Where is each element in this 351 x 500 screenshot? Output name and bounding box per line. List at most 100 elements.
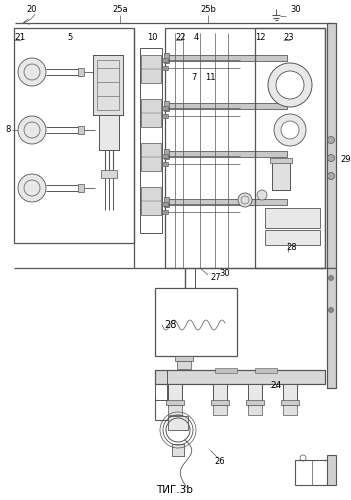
Bar: [141, 187, 161, 215]
Bar: [162, 58, 168, 62]
Circle shape: [327, 172, 335, 180]
Circle shape: [276, 71, 304, 99]
Bar: [162, 66, 168, 70]
Bar: [265, 208, 320, 228]
Text: 25b: 25b: [200, 6, 216, 15]
Text: 8: 8: [5, 126, 11, 134]
Circle shape: [281, 121, 299, 139]
Text: 25a: 25a: [112, 6, 128, 15]
Bar: [162, 162, 168, 166]
Bar: [327, 455, 336, 485]
Bar: [162, 202, 168, 206]
Bar: [141, 99, 161, 127]
Bar: [283, 384, 297, 406]
Bar: [164, 101, 169, 111]
Text: 28: 28: [164, 320, 176, 330]
Bar: [327, 268, 336, 388]
Bar: [175, 356, 193, 361]
Bar: [93, 55, 123, 115]
Bar: [93, 55, 123, 115]
Bar: [165, 28, 325, 268]
Bar: [327, 23, 336, 268]
Bar: [213, 384, 227, 406]
Bar: [99, 115, 119, 150]
Bar: [213, 384, 227, 406]
Bar: [211, 400, 229, 405]
Bar: [164, 149, 169, 159]
Bar: [283, 384, 297, 406]
Bar: [78, 68, 84, 76]
Text: 5: 5: [67, 34, 73, 42]
Text: 27: 27: [210, 274, 221, 282]
Text: 20: 20: [27, 6, 37, 15]
Text: ΤИГ.3b: ΤИГ.3b: [157, 485, 193, 495]
Text: 30: 30: [220, 268, 230, 278]
Bar: [155, 370, 325, 384]
Bar: [167, 199, 287, 205]
Bar: [141, 143, 161, 171]
Text: 29: 29: [340, 156, 351, 164]
Bar: [215, 368, 237, 373]
Circle shape: [274, 114, 306, 146]
Circle shape: [329, 308, 333, 312]
Bar: [167, 199, 287, 205]
Bar: [255, 28, 325, 268]
Text: 12: 12: [255, 34, 265, 42]
Text: 10: 10: [147, 34, 157, 42]
Bar: [248, 384, 262, 406]
Bar: [162, 154, 168, 158]
Bar: [168, 405, 182, 415]
Bar: [155, 288, 237, 356]
Bar: [155, 370, 325, 384]
Text: 24: 24: [270, 380, 281, 390]
Bar: [270, 158, 292, 163]
Bar: [168, 416, 188, 430]
Bar: [255, 368, 277, 373]
Bar: [14, 28, 134, 243]
Text: 22: 22: [175, 34, 185, 42]
Bar: [248, 384, 262, 406]
Text: 30: 30: [291, 6, 301, 15]
Circle shape: [329, 276, 333, 280]
Circle shape: [268, 63, 312, 107]
Bar: [167, 103, 287, 109]
Bar: [167, 103, 287, 109]
Bar: [162, 114, 168, 118]
Bar: [281, 400, 299, 405]
Bar: [167, 55, 287, 61]
Text: 21: 21: [14, 34, 25, 42]
Bar: [172, 444, 184, 456]
Bar: [162, 210, 168, 214]
Bar: [141, 55, 161, 83]
Bar: [78, 126, 84, 134]
Circle shape: [18, 174, 46, 202]
Circle shape: [327, 136, 335, 143]
Bar: [327, 268, 336, 388]
Bar: [166, 400, 184, 405]
Circle shape: [238, 193, 252, 207]
Bar: [99, 115, 119, 150]
Bar: [101, 170, 117, 178]
Bar: [97, 60, 119, 110]
Bar: [164, 197, 169, 207]
Bar: [295, 460, 330, 485]
Bar: [283, 405, 297, 415]
Text: 11: 11: [205, 74, 215, 82]
Bar: [167, 151, 287, 157]
Bar: [168, 384, 182, 406]
Bar: [246, 400, 264, 405]
Bar: [155, 370, 167, 400]
Text: 23: 23: [283, 34, 294, 42]
Bar: [162, 106, 168, 110]
Bar: [272, 160, 290, 190]
Bar: [168, 384, 182, 406]
Bar: [177, 361, 191, 369]
Text: 4: 4: [193, 34, 199, 42]
Circle shape: [327, 154, 335, 162]
Bar: [272, 160, 290, 190]
Bar: [140, 48, 162, 233]
Text: 28: 28: [287, 244, 297, 252]
Bar: [78, 184, 84, 192]
Bar: [265, 230, 320, 245]
Text: 26: 26: [215, 458, 225, 466]
